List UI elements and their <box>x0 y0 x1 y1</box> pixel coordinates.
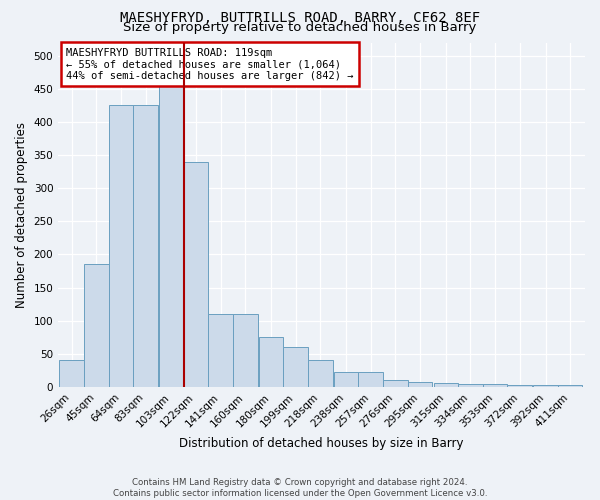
Bar <box>308 360 332 387</box>
Bar <box>458 384 483 387</box>
Bar <box>407 382 432 387</box>
Text: MAESHYFRYD, BUTTRILLS ROAD, BARRY, CF62 8EF: MAESHYFRYD, BUTTRILLS ROAD, BARRY, CF62 … <box>120 11 480 25</box>
X-axis label: Distribution of detached houses by size in Barry: Distribution of detached houses by size … <box>179 437 464 450</box>
Bar <box>508 385 532 387</box>
Bar <box>259 338 283 387</box>
Bar <box>434 383 458 387</box>
Bar <box>84 264 109 387</box>
Bar <box>59 360 84 387</box>
Bar <box>558 385 583 387</box>
Bar <box>533 385 558 387</box>
Bar <box>383 380 407 387</box>
Bar <box>233 314 257 387</box>
Bar <box>133 106 158 387</box>
Bar <box>109 106 133 387</box>
Bar <box>184 162 208 387</box>
Bar <box>483 384 508 387</box>
Bar <box>159 72 184 387</box>
Y-axis label: Number of detached properties: Number of detached properties <box>15 122 28 308</box>
Bar <box>334 372 358 387</box>
Text: Size of property relative to detached houses in Barry: Size of property relative to detached ho… <box>124 21 476 34</box>
Bar <box>208 314 233 387</box>
Bar <box>283 347 308 387</box>
Text: Contains HM Land Registry data © Crown copyright and database right 2024.
Contai: Contains HM Land Registry data © Crown c… <box>113 478 487 498</box>
Bar <box>358 372 383 387</box>
Text: MAESHYFRYD BUTTRILLS ROAD: 119sqm
← 55% of detached houses are smaller (1,064)
4: MAESHYFRYD BUTTRILLS ROAD: 119sqm ← 55% … <box>66 48 353 81</box>
